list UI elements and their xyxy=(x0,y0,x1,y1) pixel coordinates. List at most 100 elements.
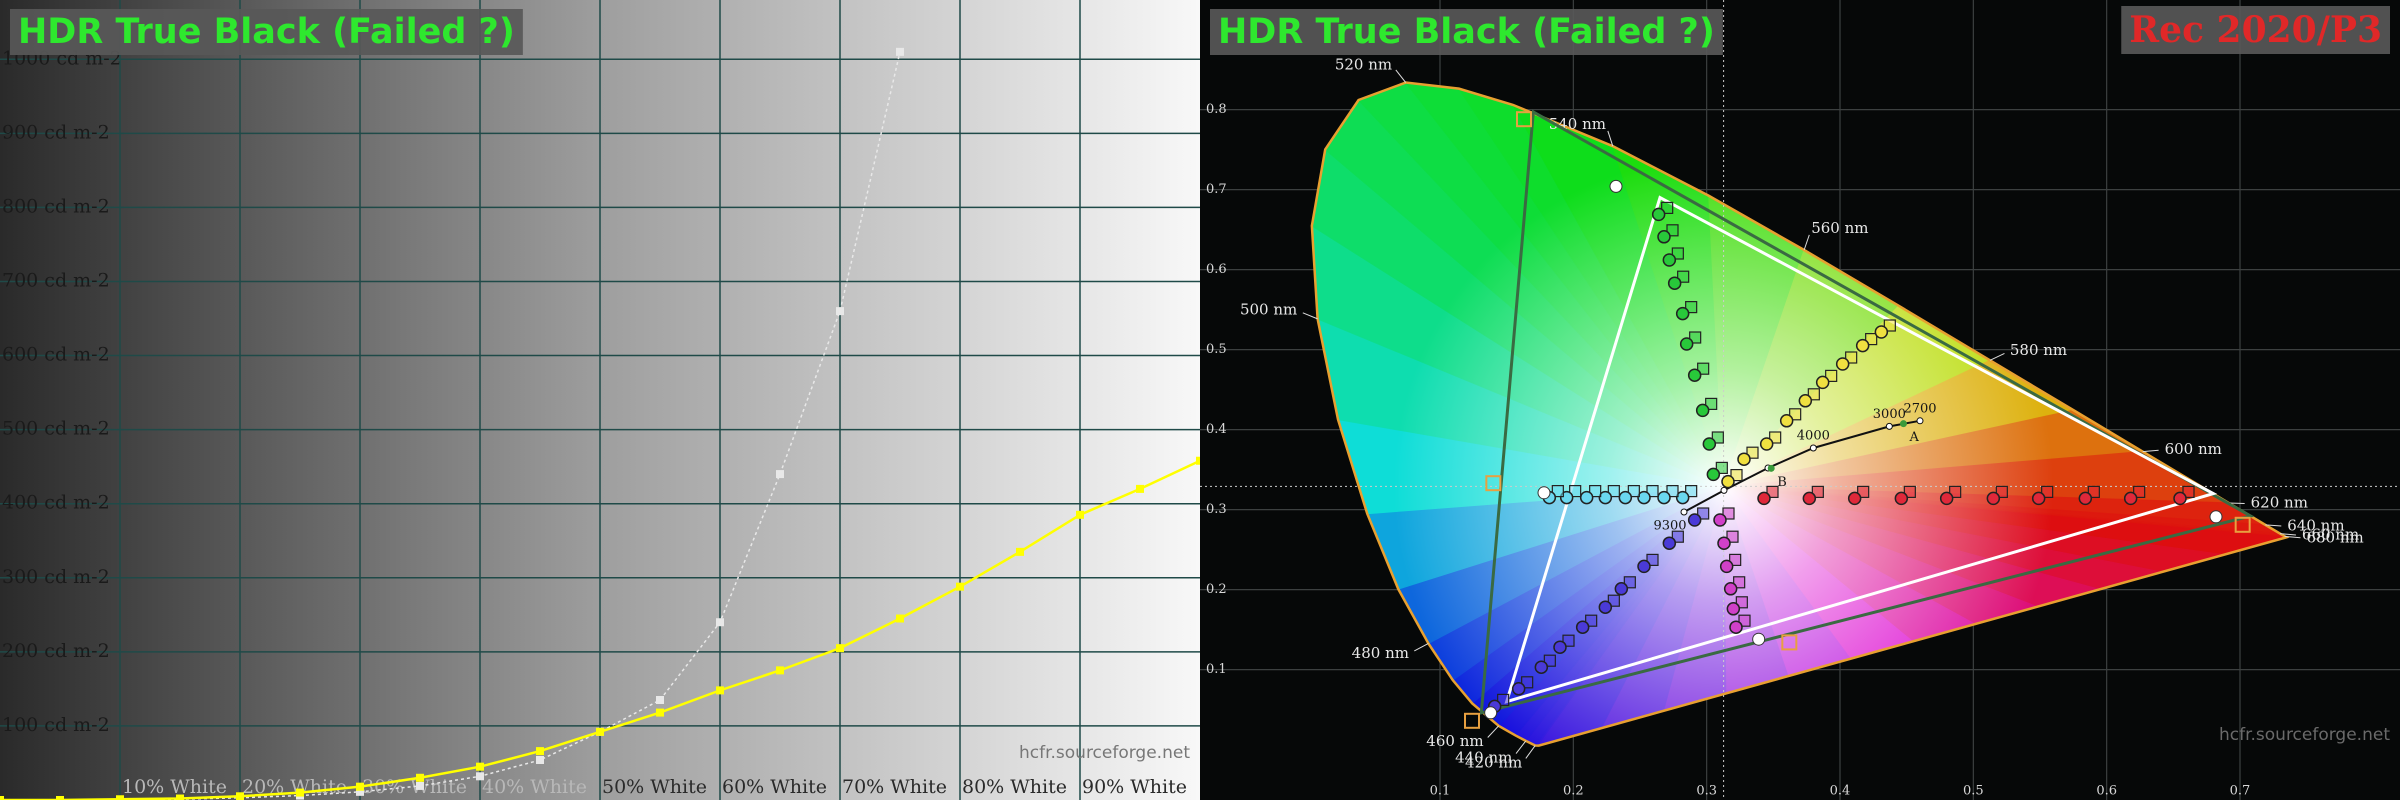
x-tick-label: 40% White xyxy=(482,776,587,798)
target-square xyxy=(1607,485,1620,498)
data-point xyxy=(116,795,124,800)
wavelength-label: 560 nm xyxy=(1811,219,1868,237)
target-square xyxy=(1516,111,1532,128)
x-tick-label: 10% White xyxy=(122,776,227,798)
luminance-chart: 100 cd m-2 200 cd m-2 300 cd m-2 400 cd m-2… xyxy=(0,0,1200,800)
measured-point xyxy=(1534,660,1549,674)
reference-point xyxy=(1537,486,1551,500)
x-tick-label: 0.7 xyxy=(2230,784,2251,799)
target-square xyxy=(1551,485,1564,498)
target-square xyxy=(1722,507,1735,520)
data-point xyxy=(1136,484,1144,493)
data-point xyxy=(236,792,244,800)
wavelength-label: 500 nm xyxy=(1240,300,1297,318)
measured-point xyxy=(1713,513,1727,527)
measured-point xyxy=(1575,620,1590,634)
cct-label: 9300 xyxy=(1653,519,1686,534)
measured-point xyxy=(1675,490,1690,505)
target-square xyxy=(1746,446,1759,459)
data-point xyxy=(56,796,64,800)
measured-point xyxy=(1855,338,1870,353)
target-square xyxy=(1733,576,1746,589)
target-square xyxy=(1497,693,1510,707)
measured-point xyxy=(1675,306,1690,321)
illuminant-label: A xyxy=(1908,430,1919,445)
target-square xyxy=(1685,485,1698,498)
y-tick-label: 0.4 xyxy=(1206,422,1227,437)
measured-point xyxy=(1757,491,1771,506)
y-tick-label: 500 cd m-2 xyxy=(2,418,110,440)
measured-point xyxy=(1719,559,1734,574)
target-square xyxy=(1766,485,1779,498)
target-square xyxy=(1543,654,1556,667)
data-point xyxy=(356,782,364,791)
cct-point xyxy=(1809,444,1817,452)
data-point xyxy=(1016,547,1024,556)
data-point xyxy=(836,307,844,316)
target-square xyxy=(1735,596,1748,609)
target-square xyxy=(1671,247,1684,260)
measured-point xyxy=(1894,491,1909,506)
target-square xyxy=(1811,485,1824,498)
data-point xyxy=(776,470,784,479)
target-square xyxy=(1677,270,1690,283)
wavelength-label: 580 nm xyxy=(2010,341,2067,359)
measured-point xyxy=(1667,276,1682,290)
title-box xyxy=(1210,9,1723,55)
target-square xyxy=(1705,397,1718,410)
measured-point xyxy=(1687,513,1702,527)
target-square xyxy=(1726,530,1739,543)
data-point xyxy=(416,773,424,782)
data-point xyxy=(896,614,904,623)
measured-point xyxy=(1702,437,1717,451)
y-tick-label: 100 cd m-2 xyxy=(2,714,110,736)
data-point xyxy=(476,762,484,771)
y-tick-label: 200 cd m-2 xyxy=(2,640,110,662)
data-point xyxy=(536,747,544,756)
data-point xyxy=(536,756,544,764)
y-tick-label: 700 cd m-2 xyxy=(2,269,110,291)
wavelength-label: 600 nm xyxy=(2165,440,2222,458)
cct-label: 2700 xyxy=(1903,401,1936,416)
measured-point xyxy=(1798,394,1813,408)
cct-label: 3000 xyxy=(1873,407,1906,422)
illuminant-point xyxy=(1767,464,1775,472)
y-tick-label: 0.6 xyxy=(1206,262,1227,277)
locus-tick xyxy=(1803,234,1810,251)
cie-chart: 0.1 0.2 0.3 0.4 0.5 0.6 0.7 0.1 0.2 0.3 0.4 0.5 0.6 0… xyxy=(1200,0,2400,800)
measured-point xyxy=(1618,490,1633,505)
measured-point xyxy=(1802,491,1817,506)
measured-point xyxy=(2078,491,2093,506)
target-square xyxy=(1769,431,1782,444)
target-square xyxy=(1865,333,1878,346)
locus-tick xyxy=(1487,725,1500,738)
measured-point xyxy=(2031,491,2046,506)
data-point xyxy=(896,47,904,56)
wavelength-label: 420 nm xyxy=(1465,753,1522,771)
title-box xyxy=(10,9,523,55)
data-point xyxy=(0,796,4,800)
measured-point xyxy=(1679,337,1694,351)
target-square xyxy=(1666,485,1679,498)
locus-tick xyxy=(1302,312,1318,320)
measured-point xyxy=(1939,491,1954,506)
measured-point xyxy=(1637,490,1651,505)
measured-point xyxy=(1717,536,1731,550)
data-point xyxy=(356,787,364,796)
target-square xyxy=(1781,634,1798,651)
measured-point xyxy=(1657,490,1671,505)
target-square xyxy=(1627,485,1640,498)
locus-tick xyxy=(1515,740,1527,754)
x-tick-label: 0.2 xyxy=(1563,784,1584,799)
cct-point xyxy=(1885,422,1893,430)
target-square xyxy=(1685,301,1698,314)
measured-point xyxy=(1726,602,1741,616)
x-tick-label: 20% White xyxy=(242,776,347,798)
target-square xyxy=(1697,362,1710,375)
measured-point xyxy=(1874,325,1889,339)
locus-tick xyxy=(1989,353,2005,361)
y-tick-label: 0.8 xyxy=(1206,102,1227,117)
data-point xyxy=(956,582,964,591)
